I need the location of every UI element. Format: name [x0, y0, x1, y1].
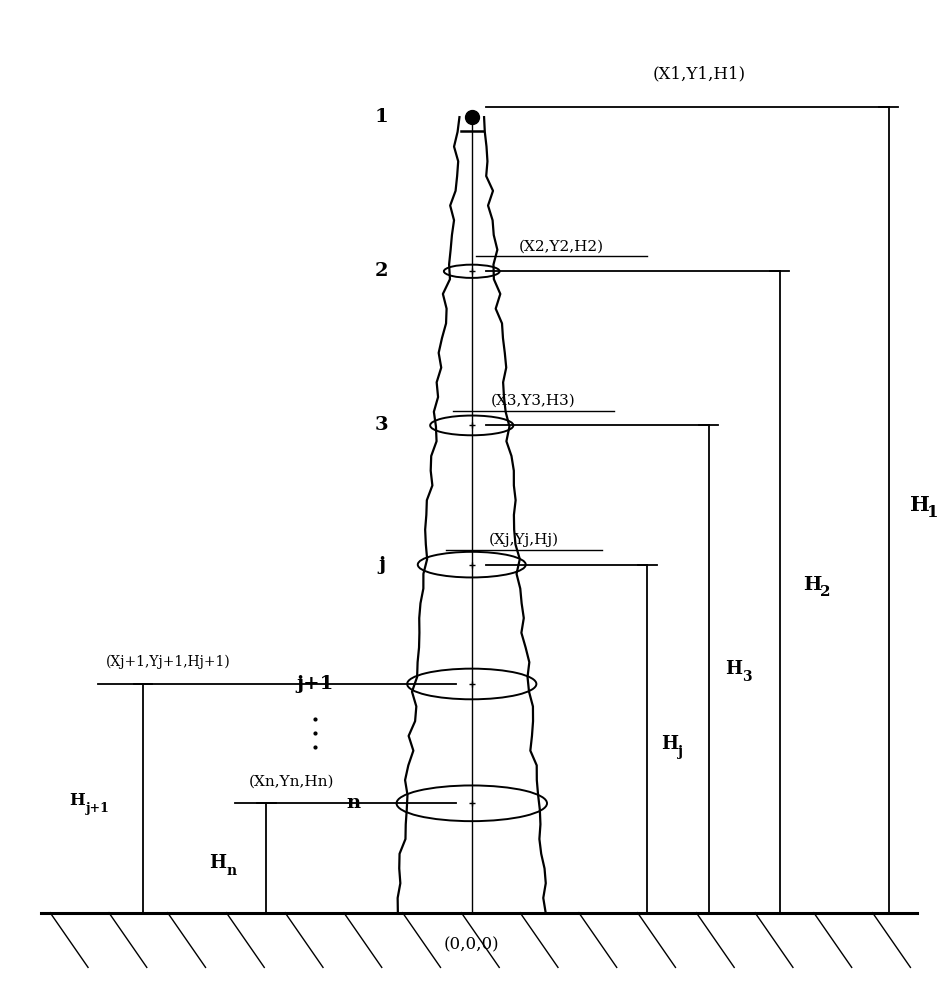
Text: n: n	[227, 864, 236, 878]
Text: 3: 3	[741, 670, 750, 684]
Text: n: n	[346, 794, 360, 812]
Text: (0,0,0): (0,0,0)	[444, 936, 499, 953]
Text: (Xj,Yj,Hj): (Xj,Yj,Hj)	[488, 532, 559, 547]
Text: (X1,Y1,H1): (X1,Y1,H1)	[652, 65, 744, 82]
Text: H: H	[69, 792, 85, 809]
Text: 2: 2	[820, 585, 830, 599]
Text: H: H	[803, 576, 821, 594]
Text: j: j	[678, 745, 683, 759]
Text: H: H	[209, 854, 226, 872]
Text: H: H	[724, 660, 741, 678]
Text: (X2,Y2,H2): (X2,Y2,H2)	[519, 239, 604, 253]
Text: j+1: j+1	[296, 675, 334, 693]
Text: 1: 1	[926, 504, 938, 521]
Text: 3: 3	[374, 416, 388, 434]
Text: j: j	[378, 556, 385, 574]
Text: H: H	[909, 495, 929, 515]
Text: (Xj+1,Yj+1,Hj+1): (Xj+1,Yj+1,Hj+1)	[106, 655, 230, 669]
Text: j+1: j+1	[86, 802, 109, 815]
Text: 2: 2	[375, 262, 388, 280]
Text: 1: 1	[374, 108, 388, 126]
Text: (Xn,Yn,Hn): (Xn,Yn,Hn)	[248, 774, 334, 788]
Text: (X3,Y3,H3): (X3,Y3,H3)	[490, 394, 575, 408]
Text: H: H	[661, 735, 678, 753]
